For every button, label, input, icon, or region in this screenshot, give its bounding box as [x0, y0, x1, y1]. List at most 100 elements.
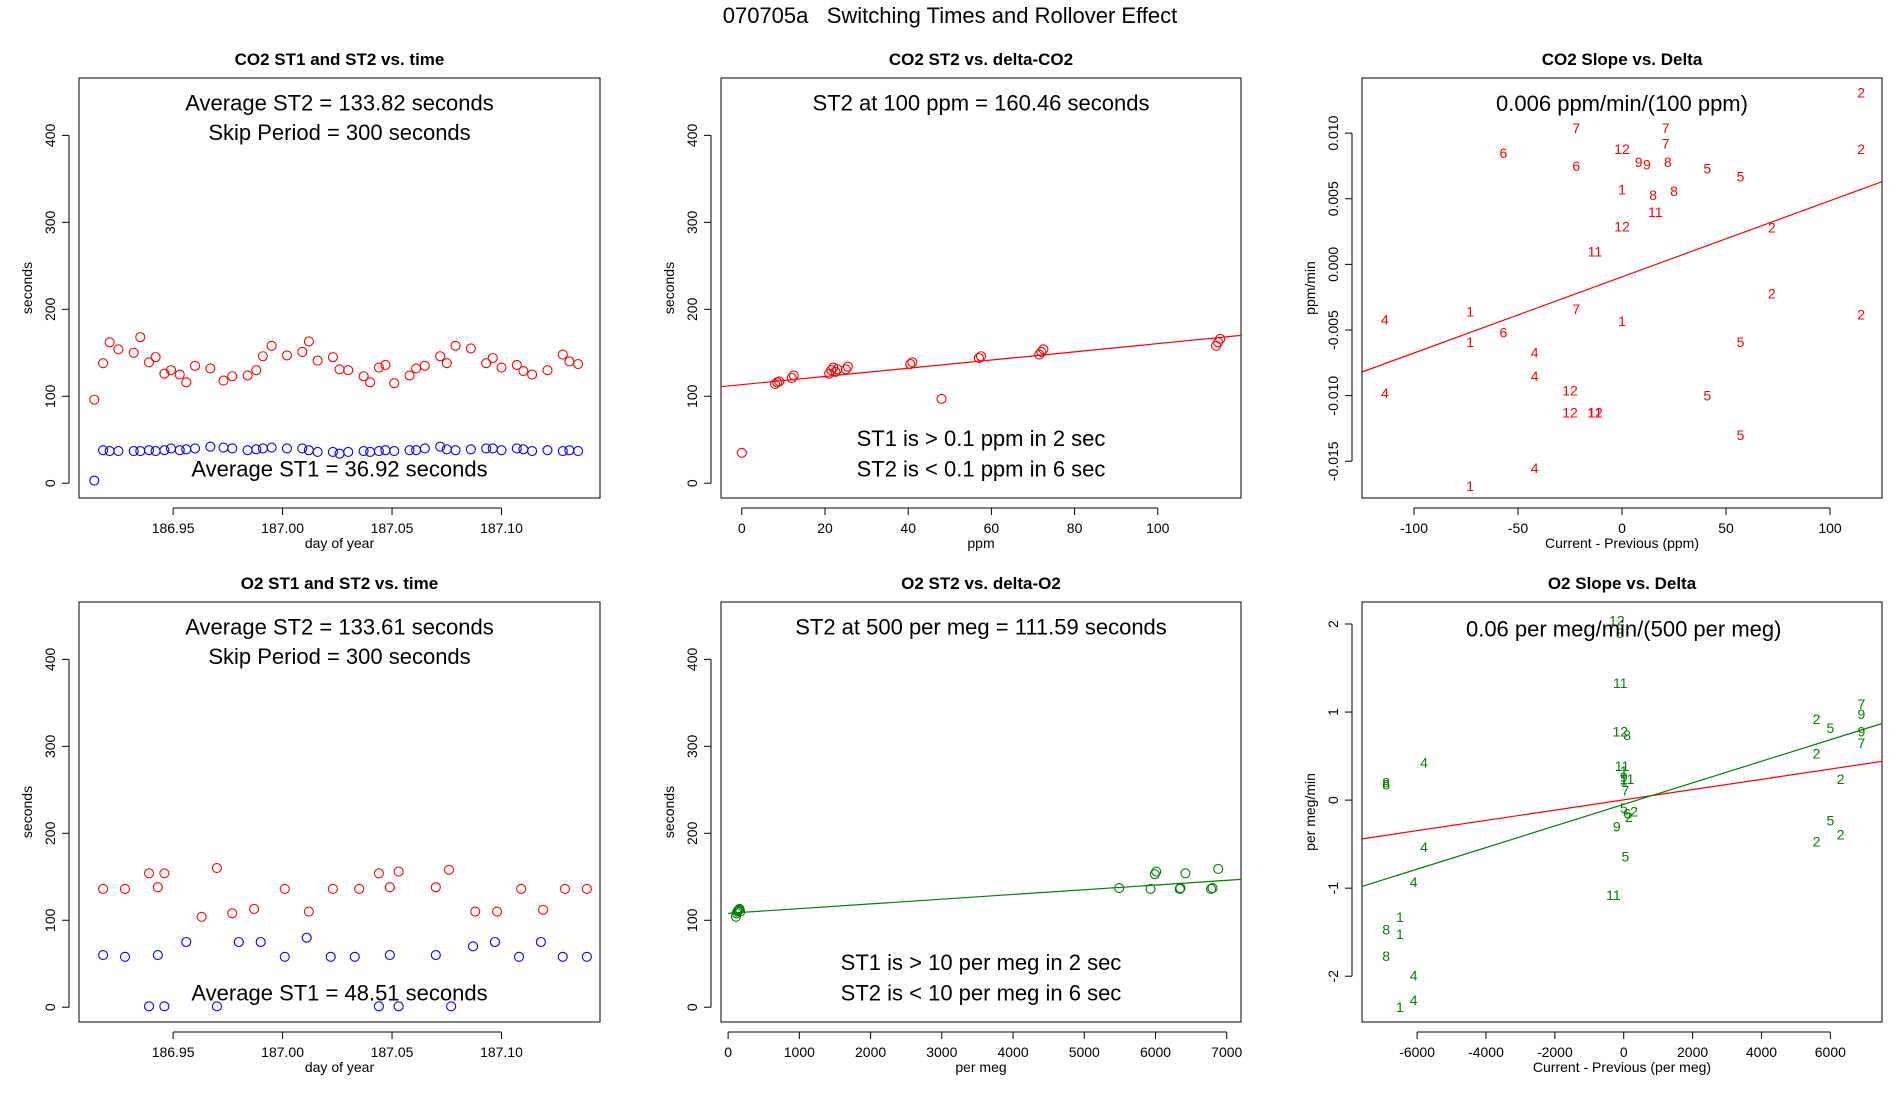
data-point [150, 445, 161, 457]
page-title: 070705a Switching Times and Rollover Eff… [722, 3, 1178, 28]
data-point-label: 1 [1396, 999, 1404, 1015]
data-point [174, 445, 185, 456]
data-point [181, 936, 192, 948]
data-point [128, 347, 139, 358]
data-point-label: 6 [1500, 325, 1508, 341]
data-point-label: 11 [1648, 204, 1663, 220]
x-tick-label: 0 [1620, 1044, 1628, 1060]
data-point-label: 12 [1614, 218, 1630, 234]
data-point [205, 441, 216, 452]
x-tick-label: 1000 [784, 1044, 815, 1060]
data-point [542, 365, 553, 376]
data-point-label: 7 [1662, 120, 1670, 136]
data-point-label: 1 [1620, 763, 1628, 779]
chart-p1: CO2 ST1 and ST2 vs. time 186.95 187.00 187.… [19, 50, 601, 551]
data-point-label: 7 [1857, 696, 1865, 712]
annotation: ST1 is > 0.1 ppm in 2 sec [857, 426, 1106, 451]
data-point-label: 4 [1381, 385, 1389, 401]
x-axis-label: day of year [305, 535, 375, 551]
data-point [1180, 868, 1191, 879]
data-point [380, 359, 391, 371]
data-point-label: 5 [1737, 168, 1745, 184]
y-tick-label: 100 [42, 908, 58, 932]
data-point [349, 951, 360, 962]
data-point [98, 358, 109, 369]
data-point-label: 2 [1837, 771, 1845, 787]
data-point [257, 351, 268, 362]
data-point-label: 9 [1620, 769, 1628, 785]
data-point [511, 359, 522, 371]
data-point [227, 908, 238, 919]
data-point [557, 349, 568, 360]
data-point-label: 2 [1813, 833, 1821, 849]
data-point [907, 357, 918, 368]
x-tick-label: 100 [1146, 520, 1170, 536]
data-point-label: 7 [1857, 735, 1865, 751]
data-point [281, 350, 293, 361]
chart-title: O2 ST1 and ST2 vs. time [241, 574, 438, 593]
data-point [518, 365, 529, 377]
y-tick-label: 100 [684, 908, 700, 932]
data-point [266, 442, 277, 453]
data-point [1206, 883, 1217, 895]
data-point-label: 12 [1562, 382, 1578, 398]
data-point-label: 2 [1857, 84, 1865, 100]
data-point [181, 377, 192, 388]
data-point [905, 359, 916, 370]
y-tick-label: 0 [42, 1003, 58, 1011]
annotation: ST2 at 500 per meg = 111.59 seconds [795, 614, 1167, 639]
x-tick-label: 0 [724, 1044, 732, 1060]
data-point [119, 883, 131, 895]
data-point-label: 1 [1396, 926, 1404, 942]
data-point-label: 8 [1623, 727, 1631, 743]
data-point-label: 4 [1381, 312, 1389, 328]
x-tick-label: 100 [1818, 520, 1842, 536]
y-tick-label: 0 [684, 479, 700, 487]
x-tick-label: 187.05 [371, 1044, 414, 1060]
data-point [181, 444, 192, 455]
data-point [227, 443, 238, 454]
data-point [218, 442, 229, 453]
data-point [227, 371, 238, 382]
data-point-label: 12 [1614, 141, 1630, 157]
x-tick-label: 7000 [1211, 1044, 1242, 1060]
fit-line [1361, 760, 1883, 840]
data-point [373, 445, 384, 457]
data-point [732, 906, 743, 917]
y-tick-label: -0.005 [1325, 310, 1341, 350]
y-tick-label: 400 [684, 123, 700, 147]
data-point [830, 366, 841, 377]
data-point [450, 340, 461, 351]
y-tick-label: 0.005 [1325, 181, 1341, 216]
y-tick-label: 200 [684, 821, 700, 845]
data-point [303, 906, 314, 917]
y-tick-label: 100 [684, 384, 700, 408]
x-tick-label: 187.00 [261, 520, 304, 536]
data-point [358, 371, 369, 382]
annotation: Average ST2 = 133.61 seconds [185, 614, 493, 639]
data-point [327, 352, 338, 363]
annotation: 0.06 per meg/min/(500 per meg) [1466, 616, 1782, 641]
x-tick-label: -6000 [1399, 1044, 1435, 1060]
plot-frame [78, 77, 601, 499]
plot-frame [720, 601, 1242, 1023]
data-point [441, 358, 452, 369]
data-point [467, 941, 479, 952]
x-tick-label: -2000 [1537, 1044, 1573, 1060]
data-point-label: 11 [1613, 675, 1628, 691]
y-tick-label: 100 [42, 384, 58, 408]
y-axis-label: seconds [19, 262, 35, 314]
data-point [542, 445, 553, 456]
y-tick-label: 0 [1325, 796, 1341, 804]
data-point-label: 9 [1857, 706, 1865, 722]
annotation: Average ST1 = 36.92 seconds [191, 456, 487, 481]
data-point [975, 351, 987, 362]
fit-line [1361, 181, 1883, 373]
y-tick-label: 300 [684, 734, 700, 758]
data-point [435, 441, 446, 452]
data-point [1151, 866, 1162, 877]
data-point-label: 2 [1857, 141, 1865, 157]
y-axis-label: seconds [661, 786, 677, 838]
data-point [373, 1001, 384, 1012]
x-tick-label: 5000 [1069, 1044, 1100, 1060]
